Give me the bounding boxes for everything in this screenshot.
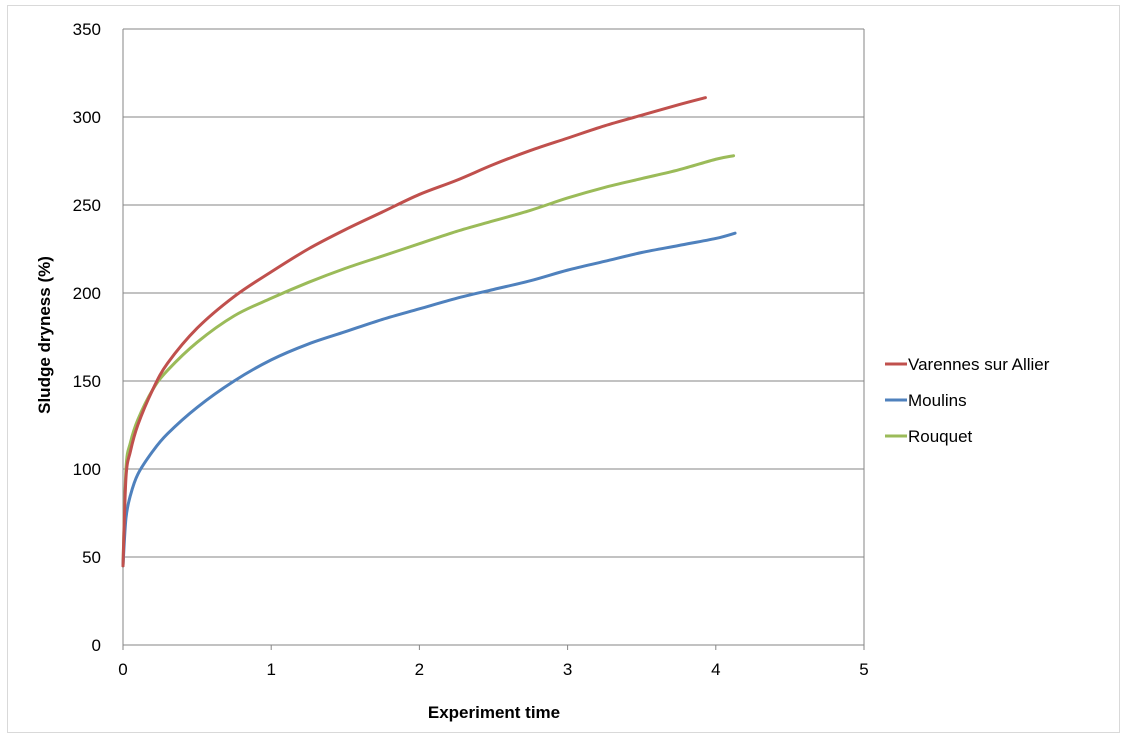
series-line-varennes-sur-allier [121,96,707,568]
y-axis-tick-labels: 0 50 100 150 200 250 300 350 [73,20,101,655]
x-tick-label: 5 [859,660,868,679]
y-tick-label: 200 [73,284,101,303]
x-axis-title: Experiment time [428,703,560,722]
legend-label-varennes-sur-allier: Varennes sur Allier [908,355,1050,374]
series-line-rouquet [121,154,736,568]
x-tick-label: 4 [711,660,720,679]
y-tick-label: 250 [73,196,101,215]
gridlines [123,28,864,646]
y-tick-label: 350 [73,20,101,39]
x-tick-label: 3 [563,660,572,679]
chart-frame [7,5,1120,733]
plot-area [122,29,865,645]
legend: Varennes sur Allier Moulins Rouquet [885,355,1050,446]
y-tick-label: 0 [92,636,101,655]
x-axis-tick-labels: 0 1 2 3 4 5 [118,645,869,679]
y-tick-label: 100 [73,460,101,479]
y-tick-label: 50 [82,548,101,567]
legend-label-moulins: Moulins [908,391,967,410]
y-tick-label: 300 [73,108,101,127]
x-tick-label: 0 [118,660,127,679]
legend-label-rouquet: Rouquet [908,427,973,446]
x-tick-label: 2 [415,660,424,679]
series-line-moulins [121,231,737,568]
series-lines [121,96,737,568]
y-axis-title: Sludge dryness (%) [35,256,54,414]
x-tick-label: 1 [266,660,275,679]
y-tick-label: 150 [73,372,101,391]
